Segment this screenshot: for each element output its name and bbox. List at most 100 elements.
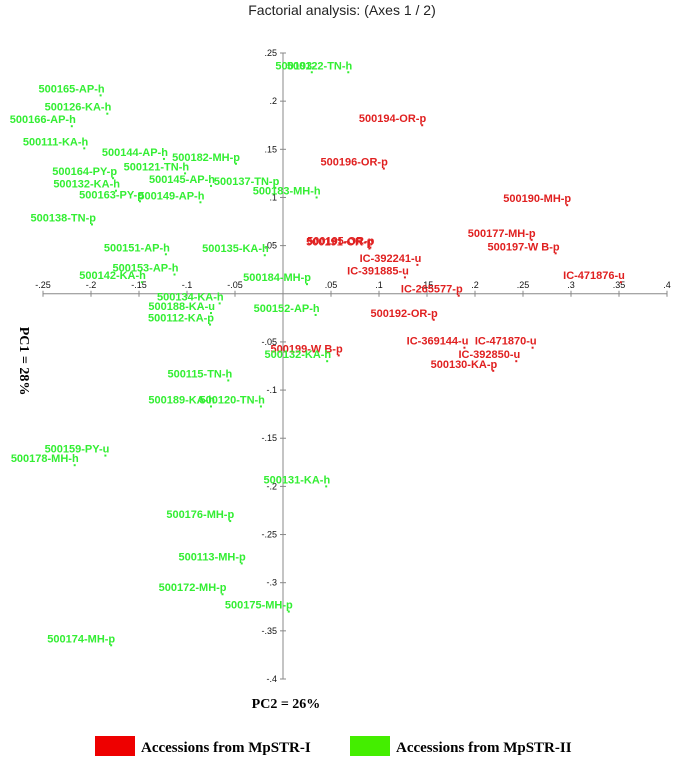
y-tick-label: -.1 <box>266 385 277 395</box>
x-tick-label: .35 <box>613 280 626 290</box>
data-point <box>210 184 212 187</box>
data-point <box>184 172 187 175</box>
data-point <box>368 247 371 250</box>
legend-label-mpstr-i: Accessions from MpSTR-I <box>141 740 311 756</box>
data-point <box>210 405 212 408</box>
data-point <box>104 454 107 457</box>
x-axis-title: PC2 = 26% <box>252 697 321 712</box>
y-tick-label: -.2 <box>266 481 277 491</box>
data-point <box>209 323 212 326</box>
data-point-label: 500131-KA-h <box>264 474 331 486</box>
data-point <box>274 186 277 189</box>
y-tick-label: .05 <box>264 241 277 251</box>
data-point-label: 500159-PY-u <box>45 444 110 456</box>
data-point-label: IC-471870-u <box>475 336 537 348</box>
data-point-label: 500132-KA-h <box>53 179 120 191</box>
data-point <box>221 593 224 596</box>
data-point-label: 500113-MH-p <box>178 551 246 563</box>
data-point-label: 500196-OR-p <box>321 157 389 169</box>
data-point-label: 500151-AP-h <box>104 242 170 254</box>
data-point-label: 500199-W B-p <box>271 343 343 355</box>
data-point-label: 500175-MH-p <box>225 600 293 612</box>
data-point <box>164 253 167 256</box>
data-point-label: 500122-TN-h <box>287 60 353 72</box>
data-point-label: 500121-TN-h <box>124 161 190 173</box>
data-point <box>210 312 212 315</box>
y-tick-label: -.35 <box>261 626 277 636</box>
data-point <box>227 379 230 382</box>
data-point-label: 500153-AP-h <box>112 263 178 275</box>
data-point-label: IC-391885-u <box>347 265 409 277</box>
data-point <box>70 125 73 128</box>
data-point-label: 500174-MH-p <box>47 633 115 645</box>
data-point-label: 500120-TN-h <box>199 394 265 406</box>
data-point <box>199 201 202 204</box>
series-1: 500194-OR-p 500196-OR-p 500190-MH-p 500177-… <box>271 113 625 372</box>
data-point-label: IC-471876-u <box>563 270 625 282</box>
data-point <box>310 71 313 74</box>
data-point-label: 500144-AP-h <box>102 147 168 159</box>
data-point <box>112 177 115 180</box>
data-point <box>463 346 466 349</box>
y-tick-label: -.25 <box>261 530 277 540</box>
data-point-label: 500189-KA-h <box>148 394 215 406</box>
y-tick-label: .15 <box>264 144 277 154</box>
data-point-label: 500130-KA-p <box>431 359 498 371</box>
x-tick-label: .25 <box>517 280 530 290</box>
data-point <box>110 644 113 647</box>
y-tick-label: .25 <box>264 48 277 58</box>
data-point <box>315 196 318 199</box>
x-tick-label: -.15 <box>131 280 147 290</box>
data-point <box>73 464 76 467</box>
data-point-label: 500176-MH-p <box>166 509 234 521</box>
data-point-label: 500112-KA-p <box>148 313 214 325</box>
data-point <box>306 283 308 286</box>
data-point <box>229 520 232 523</box>
data-point <box>325 485 328 488</box>
data-point-label: 500190-MH-p <box>503 193 571 205</box>
data-point <box>530 238 533 241</box>
axes: -.25 -.2 -.15 -.1 -.05 .05 .1 .15 .2 .25 .3 .35 .4 .2… <box>35 48 671 684</box>
data-points: 500194-OR-p 500196-OR-p 500190-MH-p 500177-… <box>10 60 625 647</box>
data-point-label: 500134-KA-h <box>157 291 224 303</box>
data-point <box>347 71 350 74</box>
data-point <box>234 162 237 165</box>
data-point-label: 500115-TN-h <box>167 368 232 380</box>
data-point <box>240 562 243 565</box>
data-point <box>99 94 102 97</box>
x-tick-label: -.25 <box>35 280 51 290</box>
x-tick-label: .2 <box>471 280 479 290</box>
data-point-label: 500182-MH-p <box>172 152 240 164</box>
x-tick-label: .05 <box>325 280 338 290</box>
data-point-label: 500164-PY-p <box>52 166 117 178</box>
data-point-label: 500177-MH-p <box>468 228 536 240</box>
data-point-label: 500184-MH-p <box>243 272 311 284</box>
x-tick-label: -.1 <box>182 280 193 290</box>
legend-swatch-mpstr-i <box>95 736 135 756</box>
data-point-label: 500137-TN-p <box>214 176 280 188</box>
data-point <box>421 124 424 127</box>
data-point-label: 500165-AP-h <box>39 83 105 95</box>
data-point-label: 500191-OR-p <box>306 237 374 249</box>
data-point <box>106 112 109 115</box>
data-point <box>403 276 406 279</box>
data-point-label: 500163-PY-p <box>79 189 144 201</box>
x-tick-label: -.2 <box>86 280 97 290</box>
data-point-label: 500188-KA-u <box>148 301 215 313</box>
data-point <box>457 294 460 297</box>
data-point-label: 500132-KA-h <box>265 349 332 361</box>
x-tick-label: .3 <box>567 280 575 290</box>
data-point-label: 500192-OR-p <box>370 308 438 320</box>
data-point <box>515 360 518 363</box>
y-tick-label: .1 <box>269 192 277 202</box>
data-point <box>162 157 165 160</box>
y-tick-label: -.15 <box>261 433 277 443</box>
data-point <box>287 610 290 613</box>
data-point <box>337 354 340 357</box>
x-tick-label: .4 <box>663 280 671 290</box>
data-point-label: IC-392850-u <box>459 349 521 361</box>
data-point <box>566 204 569 207</box>
data-point-label: 500197-W B-p <box>487 241 559 253</box>
legend-label-mpstr-ii: Accessions from MpSTR-II <box>396 740 572 756</box>
